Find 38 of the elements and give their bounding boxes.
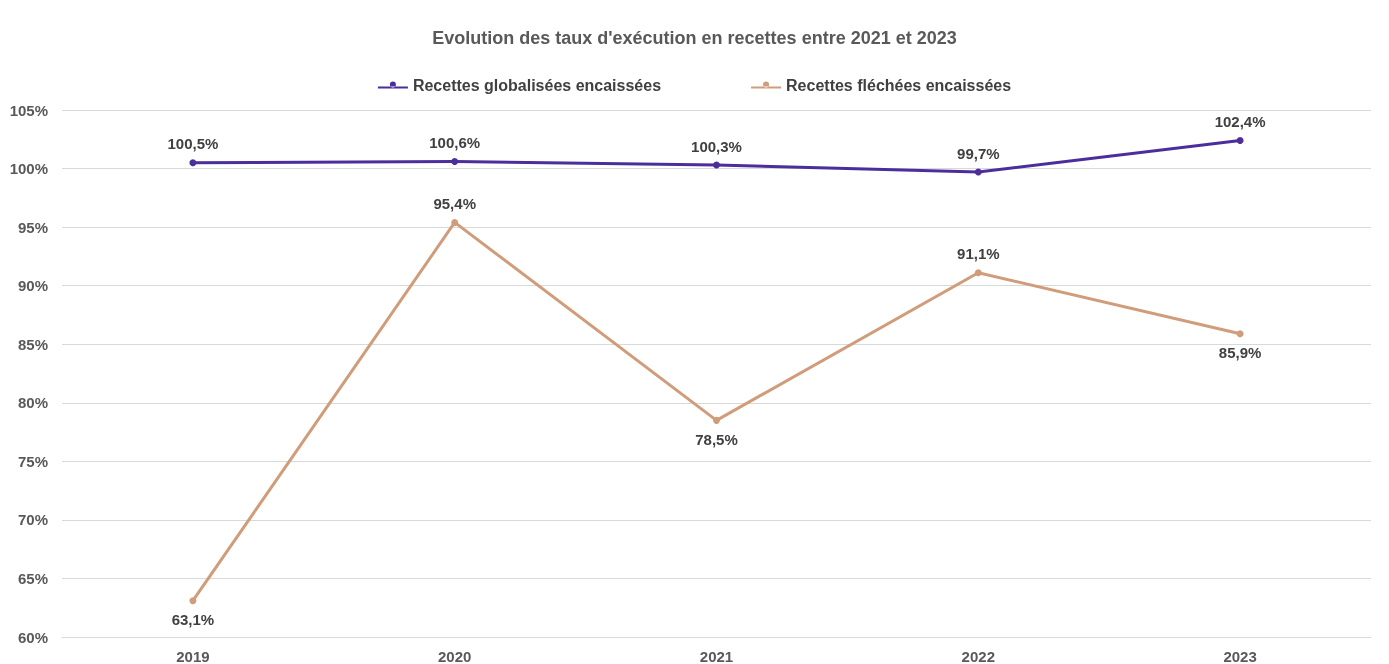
point	[451, 158, 459, 166]
data-label: 102,4%	[1214, 112, 1266, 130]
legend-label: Recettes fléchées encaissées	[786, 76, 1012, 94]
y-tick-label: 60%	[17, 628, 48, 646]
point	[1236, 330, 1244, 338]
y-tick-label: 85%	[17, 335, 48, 353]
data-label: 100,3%	[691, 137, 742, 155]
x-tick-label: 2022	[961, 648, 995, 664]
y-tick-label: 95%	[17, 218, 48, 236]
data-label: 100,6%	[429, 134, 481, 152]
point	[713, 161, 720, 169]
y-tick-label: 75%	[17, 452, 48, 470]
point	[713, 416, 720, 424]
point	[451, 218, 459, 226]
point	[974, 269, 982, 277]
y-tick-label: 100%	[9, 160, 48, 178]
data-label: 91,1%	[957, 245, 1000, 263]
data-label: 78,5%	[695, 430, 738, 448]
x-tick-label: 2019	[176, 648, 210, 664]
point	[189, 159, 197, 167]
point	[189, 597, 197, 605]
data-label: 100,5%	[167, 135, 219, 153]
y-tick-label: 70%	[17, 511, 48, 529]
x-tick-label: 2021	[699, 648, 734, 664]
data-label: 85,9%	[1218, 344, 1262, 362]
y-tick-label: 80%	[17, 394, 48, 412]
data-label: 63,1%	[171, 611, 215, 629]
point	[1236, 136, 1244, 144]
data-label: 95,4%	[433, 194, 476, 212]
point	[974, 168, 982, 176]
legend-label: Recettes globalisées encaissées	[412, 76, 662, 94]
data-label: 99,7%	[957, 144, 1000, 162]
x-tick-label: 2020	[438, 648, 472, 664]
x-tick-label: 2023	[1223, 648, 1257, 664]
chart-title: Evolution des taux d'exécution en recettes entre 2021 et 2023	[432, 28, 957, 48]
y-tick-label: 65%	[17, 569, 48, 587]
y-tick-label: 105%	[9, 101, 48, 119]
y-tick-label: 90%	[17, 277, 48, 295]
